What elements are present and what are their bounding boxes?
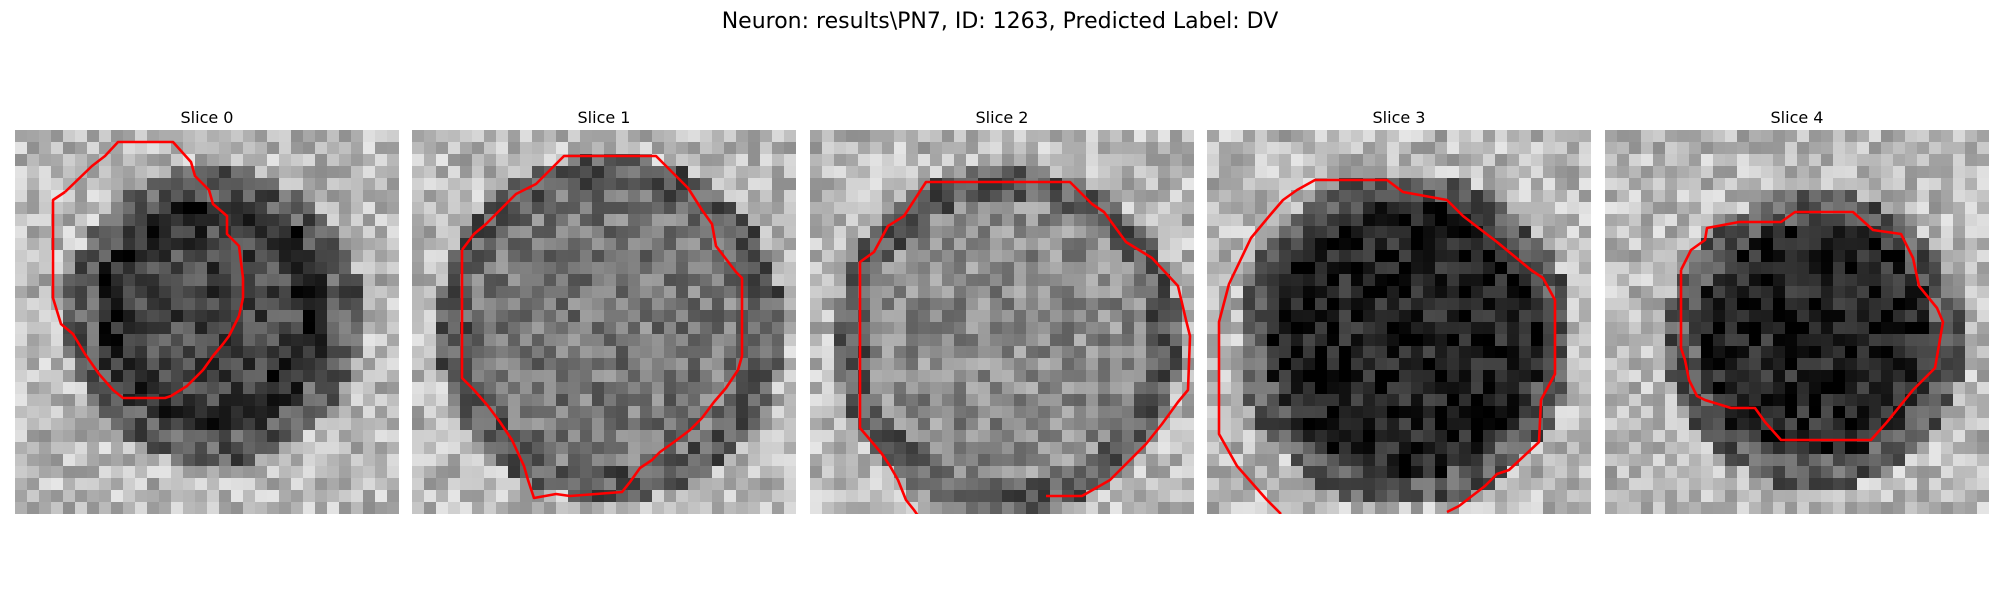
slice-3-image <box>1207 130 1591 514</box>
slice-2-contour <box>858 180 1192 514</box>
slice-2-image <box>810 130 1194 514</box>
slice-4-contour <box>1679 210 1945 442</box>
panel-title-slice-3: Slice 3 <box>1372 108 1426 127</box>
slice-1-contour <box>460 154 744 500</box>
panel-title-slice-2: Slice 2 <box>975 108 1029 127</box>
slice-0-image <box>15 130 399 514</box>
slice-3-contour <box>1217 178 1557 514</box>
panel-slice-2: Slice 2 <box>810 108 1194 514</box>
panel-title-slice-0: Slice 0 <box>180 108 234 127</box>
panel-slice-3: Slice 3 <box>1207 108 1591 514</box>
figure-title: Neuron: results\PN7, ID: 1263, Predicted… <box>721 9 1279 34</box>
panel-slice-0: Slice 0 <box>15 108 399 514</box>
panel-slice-1: Slice 1 <box>412 108 796 514</box>
slice-1-image <box>412 130 796 514</box>
slice-0-contour <box>51 140 245 400</box>
panel-title-slice-4: Slice 4 <box>1770 108 1824 127</box>
panel-title-slice-1: Slice 1 <box>577 108 631 127</box>
panel-slice-4: Slice 4 <box>1605 108 1989 514</box>
slice-4-image <box>1605 130 1989 514</box>
